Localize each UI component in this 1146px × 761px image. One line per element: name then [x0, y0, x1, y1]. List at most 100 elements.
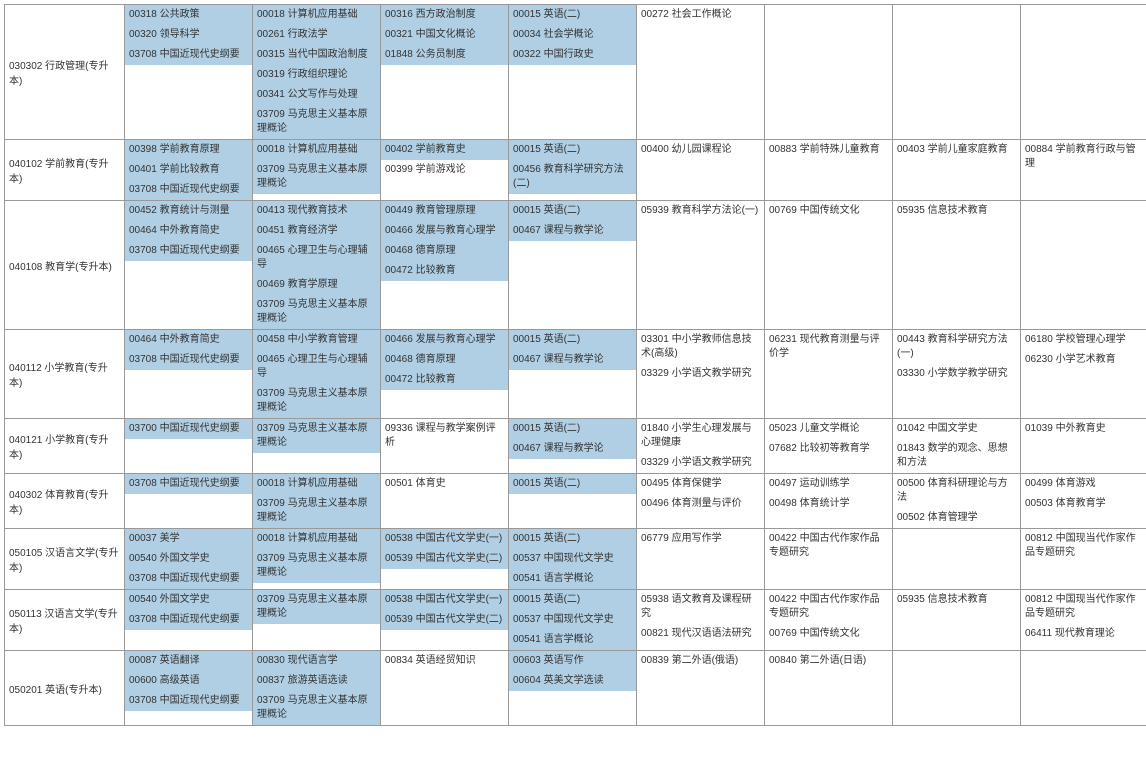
course-cell: 00015 英语(二)00467 课程与教学论 — [509, 330, 637, 419]
course-cell: 00499 体育游戏00503 体育教育学 — [1021, 474, 1146, 529]
course-cell: 00458 中小学教育管理00465 心理卫生与心理辅导03709 马克思主义基… — [253, 330, 381, 419]
major-cell: 040102 学前教育(专升本) — [5, 140, 125, 201]
course-item: 00472 比较教育 — [381, 370, 508, 390]
course-item: 00449 教育管理原理 — [381, 201, 508, 221]
course-cell: 00466 发展与教育心理学00468 德育原理00472 比较教育 — [381, 330, 509, 419]
course-cell: 05938 语文教育及课程研究00821 现代汉语语法研究 — [637, 590, 765, 651]
course-item: 03708 中国近现代史纲要 — [125, 350, 252, 370]
course-item: 03709 马克思主义基本原理概论 — [253, 384, 380, 418]
course-item: 05938 语文教育及课程研究 — [637, 590, 764, 624]
table-row: 050201 英语(专升本)00087 英语翻译00600 高级英语03708 … — [5, 651, 1146, 726]
course-item: 00399 学前游戏论 — [381, 160, 508, 180]
course-item: 00830 现代语言学 — [253, 651, 380, 671]
course-cell: 00840 第二外语(日语) — [765, 651, 893, 726]
course-item: 00018 计算机应用基础 — [253, 140, 380, 160]
course-cell — [1021, 651, 1146, 726]
course-cell: 05939 教育科学方法论(一) — [637, 201, 765, 330]
course-item: 00315 当代中国政治制度 — [253, 45, 380, 65]
course-item: 00341 公文写作与处理 — [253, 85, 380, 105]
course-item: 03709 马克思主义基本原理概论 — [253, 494, 380, 528]
course-cell: 00883 学前特殊儿童教育 — [765, 140, 893, 201]
course-item: 00603 英语写作 — [509, 651, 636, 671]
course-item: 00458 中小学教育管理 — [253, 330, 380, 350]
major-cell: 040121 小学教育(专升本) — [5, 419, 125, 474]
major-label: 040302 体育教育(专升本) — [9, 490, 108, 516]
course-item: 00464 中外教育简史 — [125, 330, 252, 350]
table-row: 050105 汉语言文学(专升本)00037 美学00540 外国文学史0370… — [5, 529, 1146, 590]
major-label: 050201 英语(专升本) — [9, 685, 102, 696]
course-item: 07682 比较初等教育学 — [765, 439, 892, 459]
major-label: 050113 汉语言文学(专升本) — [9, 609, 118, 635]
course-item: 00467 课程与教学论 — [509, 439, 636, 459]
course-item: 00769 中国传统文化 — [765, 201, 892, 221]
course-item: 00812 中国现当代作家作品专题研究 — [1021, 590, 1146, 624]
course-item: 00034 社会学概论 — [509, 25, 636, 45]
course-cell: 00538 中国古代文学史(一)00539 中国古代文学史(二) — [381, 590, 509, 651]
course-item: 00501 体育史 — [381, 474, 508, 494]
table-row: 040102 学前教育(专升本)00398 学前教育原理00401 学前比较教育… — [5, 140, 1146, 201]
course-cell: 01840 小学生心理发展与心理健康03329 小学语文教学研究 — [637, 419, 765, 474]
major-label: 040121 小学教育(专升本) — [9, 435, 108, 461]
course-item: 00539 中国古代文学史(二) — [381, 549, 508, 569]
table-row: 030302 行政管理(专升本)00318 公共政策00320 领导科学0370… — [5, 5, 1146, 140]
course-item: 00497 运动训练学 — [765, 474, 892, 494]
course-item: 06411 现代教育理论 — [1021, 624, 1146, 644]
course-item: 01840 小学生心理发展与心理健康 — [637, 419, 764, 453]
course-cell: 00497 运动训练学00498 体育统计学 — [765, 474, 893, 529]
course-item: 00413 现代教育技术 — [253, 201, 380, 221]
course-schedule-table: 030302 行政管理(专升本)00318 公共政策00320 领导科学0370… — [4, 4, 1146, 726]
course-item: 00466 发展与教育心理学 — [381, 330, 508, 350]
table-row: 040108 教育学(专升本)00452 教育统计与测量00464 中外教育简史… — [5, 201, 1146, 330]
course-cell: 00540 外国文学史03708 中国近现代史纲要 — [125, 590, 253, 651]
course-item: 00538 中国古代文学史(一) — [381, 529, 508, 549]
course-cell: 00018 计算机应用基础00261 行政法学00315 当代中国政治制度003… — [253, 5, 381, 140]
course-cell: 00037 美学00540 外国文学史03708 中国近现代史纲要 — [125, 529, 253, 590]
course-item: 00600 高级英语 — [125, 671, 252, 691]
course-item: 00540 外国文学史 — [125, 590, 252, 610]
course-item: 00468 德育原理 — [381, 241, 508, 261]
course-item: 00322 中国行政史 — [509, 45, 636, 65]
course-item: 03330 小学数学教学研究 — [893, 364, 1020, 384]
course-item: 00015 英语(二) — [509, 474, 636, 494]
course-item: 00403 学前儿童家庭教育 — [893, 140, 1020, 160]
course-item: 00261 行政法学 — [253, 25, 380, 45]
course-cell: 03708 中国近现代史纲要 — [125, 474, 253, 529]
course-cell: 00769 中国传统文化 — [765, 201, 893, 330]
table-row: 040121 小学教育(专升本) 03700 中国近现代史纲要03709 马克思主… — [5, 419, 1146, 474]
course-item: 00541 语言学概论 — [509, 630, 636, 650]
course-cell: 00501 体育史 — [381, 474, 509, 529]
course-cell: 03700 中国近现代史纲要 — [125, 419, 253, 474]
course-cell — [893, 529, 1021, 590]
course-item: 03709 马克思主义基本原理概论 — [253, 590, 380, 624]
course-item: 00537 中国现代文学史 — [509, 610, 636, 630]
course-item: 03709 马克思主义基本原理概论 — [253, 160, 380, 194]
course-item: 00015 英语(二) — [509, 330, 636, 350]
course-cell: 05935 信息技术教育 — [893, 201, 1021, 330]
course-item: 00502 体育管理学 — [893, 508, 1020, 528]
course-item: 00468 德育原理 — [381, 350, 508, 370]
course-item: 00456 教育科学研究方法(二) — [509, 160, 636, 194]
course-item: 00769 中国传统文化 — [765, 624, 892, 644]
course-cell: 05023 儿童文学概论07682 比较初等教育学 — [765, 419, 893, 474]
course-item: 00443 教育科学研究方法(一) — [893, 330, 1020, 364]
major-label: 040102 学前教育(专升本) — [9, 159, 108, 185]
course-item: 06231 现代教育测量与评价学 — [765, 330, 892, 364]
course-item: 00398 学前教育原理 — [125, 140, 252, 160]
course-cell: 00403 学前儿童家庭教育 — [893, 140, 1021, 201]
course-cell: 03709 马克思主义基本原理概论 — [253, 419, 381, 474]
course-item: 05023 儿童文学概论 — [765, 419, 892, 439]
course-item: 05935 信息技术教育 — [893, 201, 1020, 221]
course-item: 00467 课程与教学论 — [509, 221, 636, 241]
course-item: 00318 公共政策 — [125, 5, 252, 25]
course-cell: 00500 体育科研理论与方法00502 体育管理学 — [893, 474, 1021, 529]
course-cell: 00443 教育科学研究方法(一)03330 小学数学教学研究 — [893, 330, 1021, 419]
course-item: 00469 教育学原理 — [253, 275, 380, 295]
course-cell: 00400 幼儿园课程论 — [637, 140, 765, 201]
course-item: 00321 中国文化概论 — [381, 25, 508, 45]
course-item: 03709 马克思主义基本原理概论 — [253, 549, 380, 583]
major-cell: 050113 汉语言文学(专升本) — [5, 590, 125, 651]
course-item: 00883 学前特殊儿童教育 — [765, 140, 892, 160]
course-item: 06180 学校管理心理学 — [1021, 330, 1146, 350]
course-item: 00498 体育统计学 — [765, 494, 892, 514]
major-cell: 040112 小学教育(专升本) — [5, 330, 125, 419]
